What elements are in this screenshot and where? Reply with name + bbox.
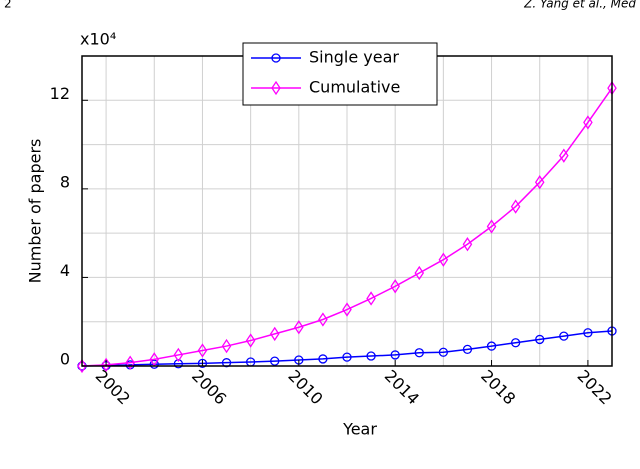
marker	[269, 326, 280, 342]
marker	[462, 237, 473, 252]
marker	[438, 347, 449, 357]
y-tick-label: 8	[60, 172, 70, 191]
marker	[366, 291, 376, 306]
marker	[173, 347, 184, 363]
marker	[342, 302, 352, 317]
y-tick-label: 12	[50, 84, 70, 103]
y-axis-label: Number of papers	[26, 139, 45, 284]
marker	[270, 356, 280, 366]
x-tick-label: 2018	[477, 366, 519, 408]
marker	[583, 328, 593, 338]
marker	[390, 279, 400, 294]
x-axis-label: Year	[342, 420, 377, 439]
running-title: Z. Yang et al., Med	[523, 0, 636, 11]
marker	[101, 357, 111, 373]
page-number: 2	[4, 0, 12, 11]
marker	[486, 341, 497, 351]
marker	[535, 334, 545, 345]
series-line	[81, 87, 613, 367]
marker	[414, 348, 424, 358]
x-tick-label: 2014	[381, 366, 423, 408]
marker	[77, 358, 87, 374]
marker	[534, 175, 545, 190]
legend-label: Cumulative	[309, 78, 400, 97]
marker	[125, 355, 135, 370]
legend-label: Single year	[309, 48, 399, 67]
y-tick-label: 4	[60, 261, 70, 280]
marker	[414, 265, 425, 281]
x-tick-label: 2010	[284, 366, 326, 408]
marker	[197, 343, 208, 358]
x-tick-label: 2006	[188, 366, 230, 408]
marker	[366, 351, 376, 361]
x-tick-label: 2002	[92, 366, 134, 408]
marker	[294, 320, 304, 335]
marker	[197, 358, 208, 368]
y-tick-label: 0	[60, 350, 70, 369]
y-multiplier: x10⁴	[80, 30, 116, 49]
marker	[271, 53, 281, 63]
x-tick-label: 2022	[574, 366, 616, 408]
marker	[583, 115, 593, 130]
marker	[510, 338, 521, 348]
marker	[271, 80, 281, 96]
marker	[462, 344, 473, 355]
marker	[510, 199, 521, 214]
marker	[342, 352, 352, 362]
series-line	[81, 330, 613, 367]
marker	[318, 354, 328, 364]
marker	[390, 350, 400, 360]
marker	[559, 331, 569, 341]
marker	[318, 312, 328, 327]
marker	[245, 333, 256, 348]
legend-box	[242, 42, 438, 106]
marker	[559, 148, 569, 163]
marker	[221, 338, 232, 354]
marker	[486, 219, 497, 234]
marker	[149, 359, 159, 369]
marker	[438, 252, 449, 267]
